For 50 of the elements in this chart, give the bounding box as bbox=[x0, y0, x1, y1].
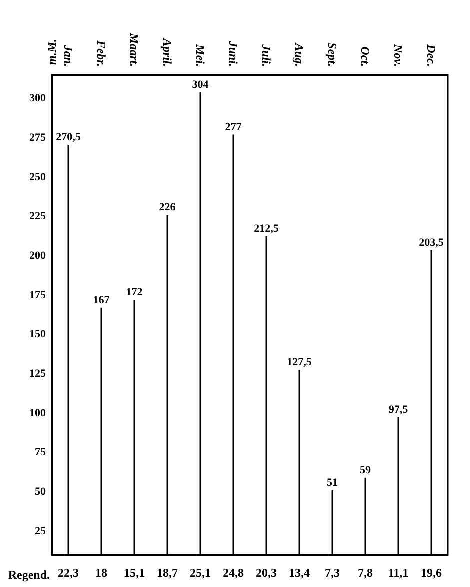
x-tick-label: Juli. bbox=[260, 44, 274, 67]
y-tick-label: 300 bbox=[30, 92, 46, 105]
text: 7,8 bbox=[358, 566, 373, 580]
y-tick-label: 250 bbox=[30, 171, 46, 184]
text: Regend. bbox=[8, 568, 50, 582]
text: 18 bbox=[96, 566, 108, 580]
y-axis-title: m.M. bbox=[45, 38, 59, 65]
data-label: 167 bbox=[93, 294, 110, 306]
x-tick-label: Juni. bbox=[226, 40, 240, 67]
y-tick-label: 200 bbox=[30, 250, 46, 262]
data-label: 203,5 bbox=[419, 236, 444, 249]
data-label: 97,5 bbox=[388, 404, 409, 416]
data-label: 304 bbox=[192, 78, 210, 91]
text: 19,6 bbox=[421, 566, 442, 580]
data-label: 51 bbox=[327, 476, 338, 489]
data-label: 226 bbox=[159, 202, 176, 214]
y-tick-label: 75 bbox=[35, 446, 46, 459]
data-label: 172 bbox=[126, 286, 144, 299]
x-tick-label: April. bbox=[160, 38, 174, 67]
x-tick-label: Dec. bbox=[424, 44, 438, 67]
y-tick-label: 125 bbox=[30, 368, 46, 380]
text: 15,1 bbox=[124, 566, 145, 580]
x-tick-label: Febr. bbox=[94, 40, 108, 67]
y-tick-label: 150 bbox=[30, 328, 46, 341]
x-tick-label: Maart. bbox=[128, 32, 142, 67]
data-label: 270,5 bbox=[56, 132, 82, 144]
text: 25,1 bbox=[190, 566, 211, 580]
x-tick-label: Aug. bbox=[292, 42, 306, 67]
data-label: 277 bbox=[225, 121, 242, 134]
data-label: 212,5 bbox=[254, 222, 280, 235]
text: 18,7 bbox=[157, 566, 178, 580]
text: 24,8 bbox=[223, 566, 244, 580]
y-tick-label: 50 bbox=[35, 486, 46, 498]
data-label: 127,5 bbox=[287, 356, 312, 369]
x-tick-label: Sept. bbox=[326, 42, 340, 67]
x-tick-label: Jan. bbox=[62, 44, 76, 67]
y-tick-label: 25 bbox=[35, 525, 46, 538]
x-tick-label: Nov. bbox=[392, 43, 406, 67]
y-tick-label: 225 bbox=[30, 210, 46, 223]
x-tick-label: Mei. bbox=[194, 44, 208, 67]
y-tick-label: 275 bbox=[30, 132, 46, 144]
y-tick-label: 100 bbox=[30, 407, 46, 420]
y-tick-label: 175 bbox=[30, 289, 46, 302]
x-tick-label: Oct. bbox=[358, 46, 372, 67]
text: 20,3 bbox=[256, 566, 277, 580]
text: 11,1 bbox=[388, 566, 409, 580]
text: 22,3 bbox=[58, 566, 79, 580]
data-label: 59 bbox=[360, 464, 372, 476]
text: 7,3 bbox=[325, 566, 340, 580]
text: 13,4 bbox=[289, 566, 310, 580]
